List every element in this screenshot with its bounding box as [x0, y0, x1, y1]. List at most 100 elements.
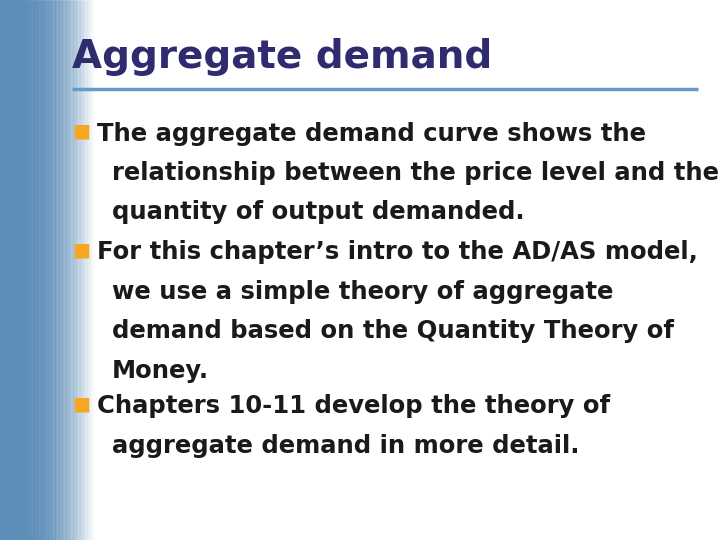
Bar: [2, 0, 3, 540]
Bar: [45, 0, 46, 540]
Bar: [3, 0, 4, 540]
Bar: [33, 0, 34, 540]
Bar: [5, 0, 6, 540]
Bar: [17, 0, 18, 540]
Bar: [20, 0, 21, 540]
Bar: [37, 0, 38, 540]
Text: ■: ■: [72, 122, 90, 140]
Text: The aggregate demand curve shows the: The aggregate demand curve shows the: [97, 122, 647, 145]
Bar: [57, 0, 58, 540]
Bar: [78, 0, 79, 540]
Text: For this chapter’s intro to the AD/AS model,: For this chapter’s intro to the AD/AS mo…: [97, 240, 698, 264]
Bar: [8, 0, 9, 540]
Bar: [14, 0, 15, 540]
Bar: [75, 0, 76, 540]
Bar: [38, 0, 39, 540]
Bar: [28, 0, 29, 540]
Text: we use a simple theory of aggregate: we use a simple theory of aggregate: [112, 280, 613, 303]
Text: relationship between the price level and the: relationship between the price level and…: [112, 161, 719, 185]
Bar: [11, 0, 12, 540]
Bar: [81, 0, 82, 540]
Bar: [62, 0, 63, 540]
Bar: [18, 0, 19, 540]
Bar: [39, 0, 40, 540]
Bar: [15, 0, 16, 540]
Bar: [49, 0, 50, 540]
Bar: [52, 0, 53, 540]
Bar: [22, 0, 23, 540]
Bar: [58, 0, 59, 540]
Bar: [6, 0, 7, 540]
Bar: [60, 0, 61, 540]
Bar: [76, 0, 77, 540]
Bar: [64, 0, 65, 540]
Bar: [60, 0, 62, 540]
Text: ■: ■: [72, 240, 90, 259]
Bar: [10, 0, 11, 540]
Bar: [92, 0, 93, 540]
Bar: [73, 0, 74, 540]
Bar: [83, 0, 84, 540]
Bar: [63, 0, 64, 540]
Bar: [29, 0, 30, 540]
Bar: [67, 0, 68, 540]
Bar: [13, 0, 14, 540]
Bar: [1, 0, 2, 540]
Text: Aggregate demand: Aggregate demand: [72, 38, 492, 76]
Bar: [34, 0, 35, 540]
Bar: [89, 0, 90, 540]
Bar: [56, 0, 57, 540]
Bar: [84, 0, 85, 540]
Text: demand based on the Quantity Theory of: demand based on the Quantity Theory of: [112, 319, 674, 343]
Bar: [93, 0, 94, 540]
Bar: [90, 0, 91, 540]
Bar: [48, 0, 49, 540]
Bar: [74, 0, 75, 540]
Bar: [31, 0, 32, 540]
Bar: [26, 0, 27, 540]
Bar: [30, 0, 31, 540]
Bar: [66, 0, 67, 540]
Bar: [0, 0, 1, 540]
Bar: [65, 0, 66, 540]
Bar: [40, 0, 41, 540]
Bar: [55, 0, 56, 540]
Bar: [21, 0, 22, 540]
Bar: [54, 0, 55, 540]
Bar: [23, 0, 24, 540]
Text: quantity of output demanded.: quantity of output demanded.: [112, 200, 524, 224]
Bar: [88, 0, 89, 540]
Bar: [82, 0, 83, 540]
Bar: [53, 0, 54, 540]
Bar: [32, 0, 33, 540]
Bar: [24, 0, 25, 540]
Bar: [77, 0, 78, 540]
Bar: [59, 0, 60, 540]
Bar: [47, 0, 48, 540]
Bar: [9, 0, 10, 540]
Text: ■: ■: [72, 394, 90, 413]
Bar: [46, 0, 47, 540]
Bar: [35, 0, 36, 540]
Bar: [72, 0, 73, 540]
Bar: [44, 0, 45, 540]
Bar: [25, 0, 26, 540]
Bar: [87, 0, 88, 540]
Bar: [4, 0, 5, 540]
Bar: [85, 0, 86, 540]
Bar: [42, 0, 43, 540]
Bar: [12, 0, 13, 540]
Text: Chapters 10-11 develop the theory of: Chapters 10-11 develop the theory of: [97, 394, 611, 418]
Bar: [19, 0, 20, 540]
Bar: [86, 0, 87, 540]
Bar: [69, 0, 71, 540]
Bar: [36, 0, 37, 540]
Bar: [79, 0, 81, 540]
Bar: [41, 0, 42, 540]
Text: aggregate demand in more detail.: aggregate demand in more detail.: [112, 434, 579, 457]
Bar: [71, 0, 72, 540]
Bar: [68, 0, 69, 540]
Bar: [43, 0, 44, 540]
Bar: [16, 0, 17, 540]
Bar: [91, 0, 92, 540]
